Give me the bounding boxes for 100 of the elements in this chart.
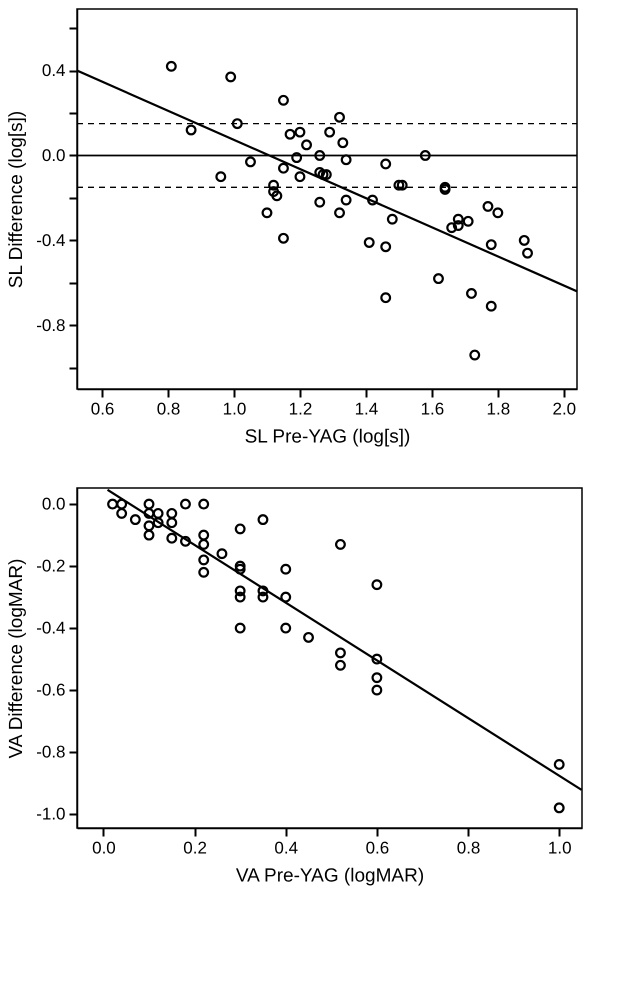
point: [371, 654, 382, 665]
point: [234, 585, 246, 596]
point: [107, 498, 118, 510]
point: [554, 759, 565, 770]
point: [294, 171, 306, 182]
point: [482, 201, 494, 212]
x-tick-label: 1.8: [486, 400, 510, 418]
x-tick-label: 0.0: [92, 838, 116, 858]
point: [152, 517, 164, 528]
point: [364, 237, 375, 248]
point: [462, 216, 474, 227]
point: [198, 530, 210, 541]
y-tick-label: -0.8: [36, 316, 66, 335]
point: [166, 60, 177, 72]
x-tick-label: 1.0: [222, 400, 246, 418]
x-tick-label: 1.6: [420, 400, 444, 418]
point: [320, 169, 332, 180]
point: [186, 124, 197, 136]
point: [116, 498, 128, 510]
x-tick-label: 0.2: [183, 838, 207, 858]
x-tick-label: 1.4: [354, 400, 378, 418]
point: [420, 150, 431, 161]
point: [492, 207, 504, 218]
point: [284, 128, 296, 140]
point: [466, 288, 477, 299]
y-tick-label: -0.6: [36, 680, 66, 700]
y-tick-label: 0.0: [42, 146, 66, 165]
point: [232, 118, 243, 130]
point: [166, 508, 178, 519]
point: [371, 579, 382, 590]
point: [324, 126, 336, 138]
point: [144, 498, 154, 510]
point: [396, 180, 408, 191]
point: [166, 532, 178, 544]
point: [440, 182, 451, 193]
point: [258, 592, 268, 603]
y-tick-label: -0.2: [36, 556, 66, 576]
point: [335, 647, 346, 658]
point: [258, 585, 268, 596]
y-axis-title: VA Difference (logMAR): [6, 558, 28, 758]
point: [518, 234, 530, 246]
point: [271, 190, 282, 202]
point: [367, 194, 378, 206]
point: [380, 241, 392, 252]
point: [116, 508, 128, 519]
point: [440, 184, 451, 195]
point: [144, 520, 154, 532]
point: [522, 248, 533, 259]
x-tick-label: 0.6: [366, 838, 390, 858]
point: [234, 523, 246, 534]
point: [386, 214, 398, 225]
point: [335, 538, 346, 550]
point: [144, 530, 154, 541]
point: [337, 137, 348, 148]
x-tick-label: 0.8: [156, 400, 180, 418]
point: [334, 112, 345, 123]
y-tick-label: 0.0: [42, 494, 66, 514]
point: [216, 548, 228, 560]
point: [291, 152, 302, 164]
point: [198, 538, 210, 550]
point: [278, 94, 289, 106]
x-tick-label: 0.8: [456, 838, 480, 858]
point: [280, 622, 292, 634]
point: [268, 180, 279, 191]
x-tick-label: 1.2: [288, 400, 312, 418]
point: [393, 180, 404, 191]
y-axis-title: SL Difference (log[s]): [6, 110, 28, 288]
point: [280, 564, 292, 575]
point: [486, 239, 497, 250]
point: [433, 273, 444, 284]
point: [314, 196, 326, 208]
point: [180, 498, 191, 510]
point: [301, 139, 312, 150]
point: [340, 194, 352, 206]
point: [166, 517, 178, 528]
point: [180, 536, 191, 547]
point: [245, 156, 256, 168]
point: [144, 508, 154, 519]
y-tick-label: -1.0: [36, 804, 66, 824]
point: [314, 150, 326, 161]
x-axis-title: VA Pre-YAG (logMAR): [236, 866, 424, 886]
point: [234, 622, 246, 634]
point: [234, 564, 246, 575]
point: [130, 514, 141, 526]
y-tick-label: -0.4: [36, 230, 66, 250]
point: [152, 508, 164, 519]
point: [371, 672, 382, 684]
point: [198, 498, 210, 510]
point: [294, 126, 306, 138]
point: [335, 660, 346, 671]
point: [278, 232, 289, 244]
x-tick-label: 0.6: [90, 400, 114, 418]
point: [234, 592, 246, 603]
point: [303, 632, 314, 643]
x-tick-label: 0.4: [274, 838, 298, 858]
point: [380, 158, 392, 170]
point: [278, 162, 289, 174]
point: [371, 684, 382, 696]
point: [225, 72, 236, 82]
y-tick-label: 0.4: [42, 61, 66, 80]
